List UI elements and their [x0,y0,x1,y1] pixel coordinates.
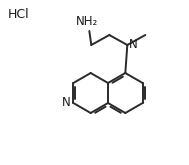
Text: N: N [129,38,138,51]
Text: NH₂: NH₂ [76,15,98,28]
Text: N: N [62,97,70,110]
Text: HCl: HCl [8,8,30,21]
